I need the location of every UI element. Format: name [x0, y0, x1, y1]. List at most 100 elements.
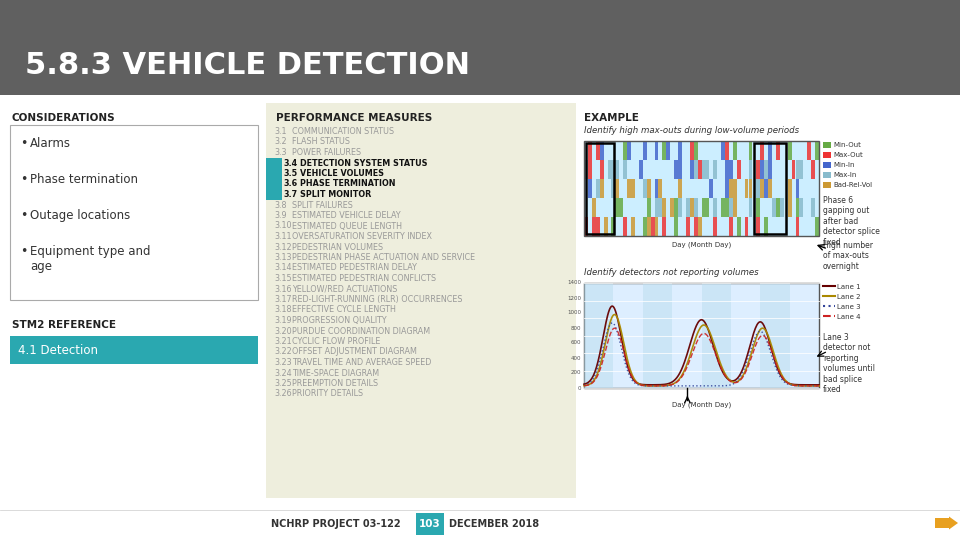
- FancyBboxPatch shape: [674, 179, 678, 198]
- FancyBboxPatch shape: [713, 179, 717, 198]
- FancyBboxPatch shape: [591, 217, 596, 236]
- FancyBboxPatch shape: [647, 141, 651, 160]
- FancyBboxPatch shape: [584, 283, 613, 388]
- FancyBboxPatch shape: [804, 198, 807, 217]
- FancyBboxPatch shape: [608, 179, 612, 198]
- FancyBboxPatch shape: [732, 141, 736, 160]
- FancyBboxPatch shape: [600, 160, 604, 179]
- FancyBboxPatch shape: [612, 217, 615, 236]
- FancyBboxPatch shape: [694, 179, 698, 198]
- FancyBboxPatch shape: [647, 217, 651, 236]
- FancyBboxPatch shape: [638, 198, 643, 217]
- Text: 400: 400: [570, 355, 581, 361]
- FancyBboxPatch shape: [760, 160, 764, 179]
- FancyBboxPatch shape: [674, 217, 678, 236]
- FancyBboxPatch shape: [760, 198, 764, 217]
- FancyBboxPatch shape: [612, 160, 615, 179]
- FancyBboxPatch shape: [709, 198, 713, 217]
- FancyBboxPatch shape: [416, 513, 444, 535]
- FancyBboxPatch shape: [638, 217, 643, 236]
- FancyBboxPatch shape: [651, 217, 655, 236]
- Text: 3.15: 3.15: [274, 274, 292, 283]
- Text: NCHRP PROJECT 03-122: NCHRP PROJECT 03-122: [271, 519, 400, 529]
- FancyBboxPatch shape: [721, 179, 725, 198]
- FancyBboxPatch shape: [768, 179, 772, 198]
- FancyBboxPatch shape: [764, 198, 768, 217]
- FancyBboxPatch shape: [623, 141, 627, 160]
- FancyBboxPatch shape: [749, 179, 753, 198]
- FancyBboxPatch shape: [811, 198, 815, 217]
- FancyBboxPatch shape: [685, 179, 689, 198]
- FancyBboxPatch shape: [662, 179, 666, 198]
- Text: •: •: [20, 137, 28, 150]
- FancyBboxPatch shape: [749, 198, 753, 217]
- Text: Phase termination: Phase termination: [30, 173, 138, 186]
- FancyBboxPatch shape: [756, 141, 760, 160]
- FancyBboxPatch shape: [749, 217, 753, 236]
- FancyBboxPatch shape: [584, 141, 588, 160]
- FancyBboxPatch shape: [604, 217, 608, 236]
- FancyBboxPatch shape: [623, 179, 627, 198]
- FancyBboxPatch shape: [674, 198, 678, 217]
- FancyBboxPatch shape: [659, 160, 662, 179]
- FancyBboxPatch shape: [670, 198, 674, 217]
- Text: 3.18: 3.18: [274, 306, 292, 314]
- FancyBboxPatch shape: [655, 217, 659, 236]
- FancyBboxPatch shape: [655, 179, 659, 198]
- FancyBboxPatch shape: [725, 217, 729, 236]
- FancyBboxPatch shape: [756, 160, 760, 179]
- FancyBboxPatch shape: [753, 179, 756, 198]
- FancyBboxPatch shape: [721, 198, 725, 217]
- Text: Outage locations: Outage locations: [30, 209, 131, 222]
- FancyBboxPatch shape: [643, 179, 647, 198]
- Text: Lane 3
detector not
reporting
volumes until
bad splice
fixed: Lane 3 detector not reporting volumes un…: [823, 333, 875, 394]
- FancyBboxPatch shape: [815, 160, 819, 179]
- FancyBboxPatch shape: [698, 217, 702, 236]
- FancyBboxPatch shape: [623, 160, 627, 179]
- FancyBboxPatch shape: [713, 198, 717, 217]
- FancyBboxPatch shape: [638, 141, 643, 160]
- FancyBboxPatch shape: [764, 179, 768, 198]
- FancyBboxPatch shape: [804, 160, 807, 179]
- FancyBboxPatch shape: [666, 179, 670, 198]
- Text: 800: 800: [570, 326, 581, 330]
- FancyBboxPatch shape: [678, 217, 682, 236]
- FancyBboxPatch shape: [772, 160, 776, 179]
- FancyBboxPatch shape: [713, 217, 717, 236]
- FancyBboxPatch shape: [702, 179, 706, 198]
- FancyBboxPatch shape: [689, 217, 694, 236]
- FancyBboxPatch shape: [631, 160, 635, 179]
- Text: High number
of max-outs
overnight: High number of max-outs overnight: [823, 241, 873, 271]
- FancyBboxPatch shape: [627, 217, 631, 236]
- FancyBboxPatch shape: [615, 141, 619, 160]
- FancyBboxPatch shape: [651, 198, 655, 217]
- FancyBboxPatch shape: [745, 160, 749, 179]
- FancyBboxPatch shape: [666, 160, 670, 179]
- FancyBboxPatch shape: [689, 198, 694, 217]
- FancyBboxPatch shape: [631, 217, 635, 236]
- FancyBboxPatch shape: [623, 198, 627, 217]
- Text: 3.3: 3.3: [274, 148, 286, 157]
- FancyBboxPatch shape: [678, 160, 682, 179]
- FancyBboxPatch shape: [635, 179, 638, 198]
- FancyBboxPatch shape: [804, 179, 807, 198]
- FancyBboxPatch shape: [741, 160, 745, 179]
- Text: ESTIMATED QUEUE LENGTH: ESTIMATED QUEUE LENGTH: [292, 221, 402, 231]
- FancyBboxPatch shape: [619, 141, 623, 160]
- Text: DETECTION SYSTEM STATUS: DETECTION SYSTEM STATUS: [300, 159, 427, 167]
- FancyBboxPatch shape: [736, 160, 741, 179]
- FancyBboxPatch shape: [811, 217, 815, 236]
- FancyBboxPatch shape: [713, 141, 717, 160]
- Text: SPLIT MONITOR: SPLIT MONITOR: [300, 190, 372, 199]
- Text: 3.20: 3.20: [274, 327, 292, 335]
- FancyBboxPatch shape: [647, 179, 651, 198]
- FancyBboxPatch shape: [760, 179, 764, 198]
- FancyBboxPatch shape: [689, 160, 694, 179]
- FancyBboxPatch shape: [659, 217, 662, 236]
- FancyBboxPatch shape: [776, 198, 780, 217]
- FancyBboxPatch shape: [780, 179, 783, 198]
- FancyBboxPatch shape: [643, 283, 672, 388]
- FancyBboxPatch shape: [800, 160, 804, 179]
- Text: 5.8.3 VEHICLE DETECTION: 5.8.3 VEHICLE DETECTION: [25, 51, 470, 79]
- FancyBboxPatch shape: [764, 160, 768, 179]
